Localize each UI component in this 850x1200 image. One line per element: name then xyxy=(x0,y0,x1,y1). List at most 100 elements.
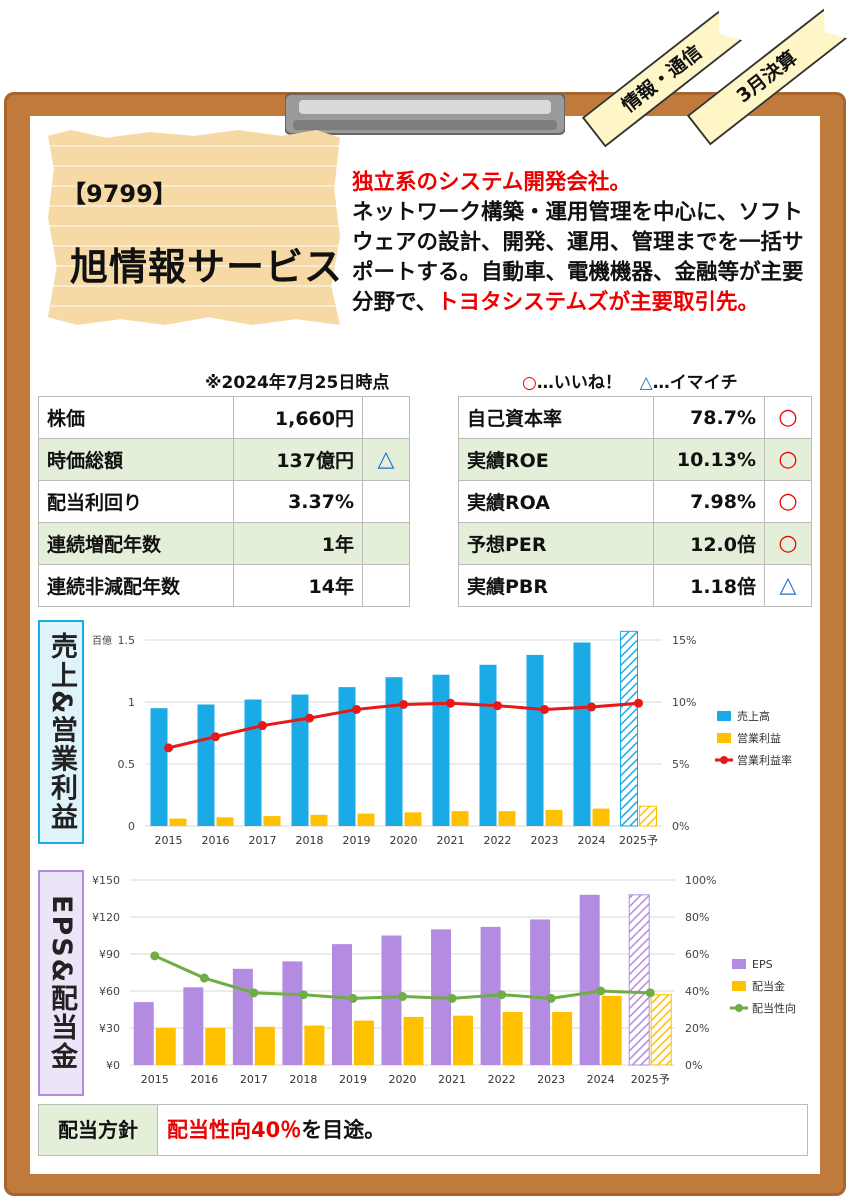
point-配当性向 xyxy=(298,990,308,1000)
legend-swatch-dot xyxy=(720,756,728,764)
x-tick-label: 2019 xyxy=(343,834,371,847)
bar-売上高 xyxy=(620,630,638,827)
bad-text: …イマイチ xyxy=(652,373,738,393)
y-tick-label: ¥60 xyxy=(99,985,120,998)
legend-swatch xyxy=(732,959,746,969)
bar-配当金 xyxy=(502,1011,523,1065)
x-tick-label: 2016 xyxy=(202,834,230,847)
legend-swatch-dot xyxy=(735,1004,743,1012)
y-tick-label: 0.5 xyxy=(118,758,136,771)
y2-tick-label: 5% xyxy=(672,758,689,771)
point-配当性向 xyxy=(398,992,407,1002)
y2-tick-label: 20% xyxy=(685,1022,709,1035)
metric-mark: △ xyxy=(362,438,410,481)
point-配当性向 xyxy=(249,988,259,998)
bar-配当金 xyxy=(403,1016,424,1065)
legend-label: 配当金 xyxy=(752,979,785,993)
table-row: 実績ROE 10.13% ○ xyxy=(458,438,812,481)
bar-営業利益 xyxy=(357,813,375,826)
bar-売上高 xyxy=(150,708,168,826)
line-配当性向 xyxy=(154,954,651,1000)
bar-売上高 xyxy=(291,694,309,826)
sales-profit-chart: 0 0.5 1 1.5 0% 5% 10% 15% 百億 2015 2016 2017 2018 2019… xyxy=(92,630,792,847)
y-tick-label: ¥30 xyxy=(99,1022,120,1035)
y-tick-label: ¥150 xyxy=(92,874,120,887)
x-tick-label: 2020 xyxy=(390,834,418,847)
x-tick-label: 2020 xyxy=(389,1073,417,1086)
bar-配当金 xyxy=(650,994,672,1066)
metric-value: 7.98% xyxy=(653,480,765,523)
metric-mark xyxy=(362,522,410,565)
bar-営業利益 xyxy=(169,818,187,826)
right-metrics-table: 自己資本率 78.7% ○ 実績ROE 10.13% ○ 実績ROA 7.98% ○ 予想P… xyxy=(458,396,812,607)
bar-EPS xyxy=(331,944,352,1065)
policy-highlight: 配当性向40％ xyxy=(167,1118,302,1142)
metric-label: 連続増配年数 xyxy=(38,522,234,565)
policy-rest: を目途。 xyxy=(301,1118,386,1142)
title-note xyxy=(48,130,340,325)
x-tick-label: 2017 xyxy=(249,834,277,847)
y2-tick-label: 0% xyxy=(672,820,689,833)
metric-label: 連続非減配年数 xyxy=(38,564,234,607)
metric-value: 12.0倍 xyxy=(653,522,765,565)
y-axis-label: 百億 xyxy=(92,634,112,647)
bar-売上高 xyxy=(432,674,450,826)
bar-配当金 xyxy=(453,1015,474,1065)
table-row: 配当利回り 3.37% xyxy=(38,480,410,523)
point-配当性向 xyxy=(150,951,160,961)
table-row: 予想PER 12.0倍 ○ xyxy=(458,522,812,565)
metric-value: 137億円 xyxy=(233,438,363,481)
y-tick-label: 0 xyxy=(128,820,135,833)
stock-code: 【9799】 xyxy=(62,180,177,208)
metric-mark: ○ xyxy=(764,438,812,481)
point-営業利益率 xyxy=(634,698,643,708)
point-営業利益率 xyxy=(540,704,549,714)
y-tick-label: ¥90 xyxy=(99,948,120,961)
policy-label: 配当方針 xyxy=(39,1105,158,1155)
metric-label: 時価総額 xyxy=(38,438,234,481)
metric-mark: ○ xyxy=(764,396,812,439)
x-tick-label: 2016 xyxy=(190,1073,218,1086)
y-tick-label: ¥0 xyxy=(106,1059,120,1072)
x-tick-label: 2018 xyxy=(296,834,324,847)
x-tick-label: 2023 xyxy=(531,834,559,847)
bar-営業利益 xyxy=(545,809,563,826)
bar-EPS xyxy=(381,935,402,1065)
bar-配当金 xyxy=(304,1025,325,1065)
x-tick-label: 2015 xyxy=(155,834,183,847)
x-tick-label: 2022 xyxy=(488,1073,516,1086)
metric-mark: △ xyxy=(764,564,812,607)
mark-legend: ○…いいね！ △…イマイチ xyxy=(522,368,738,393)
bar-配当金 xyxy=(254,1026,275,1065)
legend-label: 売上高 xyxy=(737,709,770,723)
y2-tick-label: 0% xyxy=(685,1059,702,1072)
legend-label: 営業利益 xyxy=(737,731,781,745)
metric-label: 実績PBR xyxy=(458,564,654,607)
table-row: 自己資本率 78.7% ○ xyxy=(458,396,812,439)
point-配当性向 xyxy=(447,993,457,1003)
metric-value: 1,660円 xyxy=(233,396,363,439)
point-営業利益率 xyxy=(493,701,502,711)
metric-value: 14年 xyxy=(233,564,363,607)
metric-label: 株価 xyxy=(38,396,234,439)
x-tick-label: 2023 xyxy=(537,1073,565,1086)
point-配当性向 xyxy=(497,990,507,1000)
point-営業利益率 xyxy=(164,743,173,753)
left-metrics-table: 株価 1,660円 時価総額 137億円 △ 配当利回り 3.37% 連続増配年数 1年 … xyxy=(38,396,410,607)
metric-label: 実績ROE xyxy=(458,438,654,481)
table-row: 株価 1,660円 xyxy=(38,396,410,439)
x-tick-label: 2015 xyxy=(141,1073,169,1086)
legend-swatch xyxy=(717,711,731,721)
chart2-side-label: EPS&配当金 xyxy=(38,870,84,1096)
bar-営業利益 xyxy=(404,812,422,826)
point-配当性向 xyxy=(645,988,655,998)
metric-value: 3.37% xyxy=(233,480,363,523)
legend-label: 配当性向 xyxy=(752,1001,796,1015)
x-tick-label: 2018 xyxy=(289,1073,317,1086)
legend-swatch xyxy=(732,981,746,991)
bar-配当金 xyxy=(552,1011,573,1065)
bar-配当金 xyxy=(601,995,622,1065)
point-営業利益率 xyxy=(399,699,408,709)
point-営業利益率 xyxy=(305,713,314,723)
dividend-policy: 配当方針 配当性向40％を目途。 xyxy=(38,1104,808,1156)
